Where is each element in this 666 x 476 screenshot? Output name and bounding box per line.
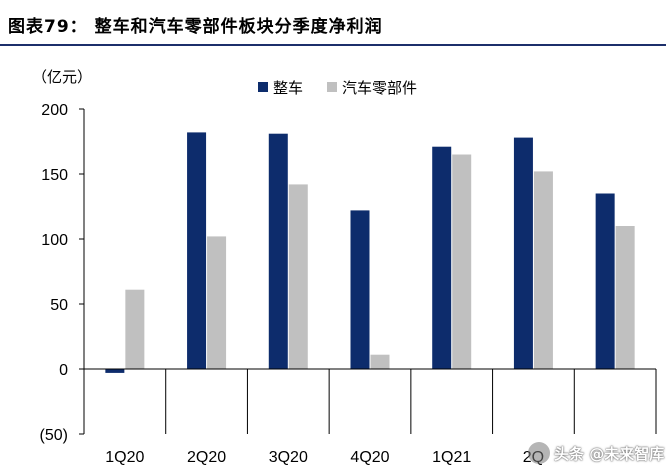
title-bar: 图表79： 整车和汽车零部件板块分季度净利润 bbox=[0, 0, 666, 44]
bar-layer bbox=[105, 132, 635, 373]
bar-parts-1Q20 bbox=[125, 289, 145, 369]
watermark-text: 头条 @未来智库 bbox=[554, 445, 665, 463]
bar-vehicle-3Q21 bbox=[595, 193, 615, 369]
y-tick-label: 50 bbox=[50, 297, 68, 314]
y-tick-label: 100 bbox=[41, 232, 68, 249]
y-tick-label: (50) bbox=[40, 427, 68, 444]
y-tick-label: 150 bbox=[41, 167, 68, 184]
bar-parts-1Q21 bbox=[452, 154, 472, 369]
title-underline bbox=[0, 44, 666, 46]
bar-vehicle-3Q20 bbox=[268, 133, 288, 369]
y-axis-unit-label: （亿元） bbox=[32, 68, 92, 86]
bar-parts-3Q21 bbox=[615, 226, 635, 369]
legend-label-parts: 汽车零部件 bbox=[342, 79, 417, 97]
bar-parts-2Q21 bbox=[533, 171, 553, 369]
legend-label-vehicle: 整车 bbox=[273, 79, 303, 97]
y-tick-label: 0 bbox=[59, 362, 68, 379]
x-tick-label: 4Q20 bbox=[350, 449, 389, 466]
bar-vehicle-1Q20 bbox=[105, 369, 125, 373]
watermark: 头条 @未来智库 bbox=[528, 440, 665, 468]
bar-vehicle-2Q20 bbox=[187, 132, 207, 369]
legend-layer: 整车 汽车零部件 bbox=[258, 79, 417, 97]
label-layer: (50) 0 50 100 150 200 （亿元） 1Q20 2Q20 3Q20 4Q20 1Q21… bbox=[32, 68, 544, 466]
x-tick-label: 2Q20 bbox=[187, 449, 226, 466]
x-tick-label: 1Q21 bbox=[432, 449, 471, 466]
x-tick-label: 1Q20 bbox=[105, 449, 144, 466]
x-tick-label: 3Q20 bbox=[269, 449, 308, 466]
bar-vehicle-1Q21 bbox=[432, 146, 452, 369]
bar-parts-4Q20 bbox=[370, 354, 390, 369]
chart-title: 图表79： 整车和汽车零部件板块分季度净利润 bbox=[8, 17, 383, 37]
bar-parts-2Q20 bbox=[207, 236, 227, 369]
y-tick-label: 200 bbox=[41, 102, 68, 119]
bar-parts-3Q20 bbox=[288, 184, 308, 369]
axis-layer bbox=[79, 108, 657, 435]
bar-vehicle-2Q21 bbox=[513, 137, 533, 369]
bar-vehicle-4Q20 bbox=[350, 210, 370, 369]
legend-swatch-parts bbox=[327, 82, 337, 92]
watermark-logo-icon bbox=[528, 442, 550, 464]
legend-swatch-vehicle bbox=[258, 82, 268, 92]
